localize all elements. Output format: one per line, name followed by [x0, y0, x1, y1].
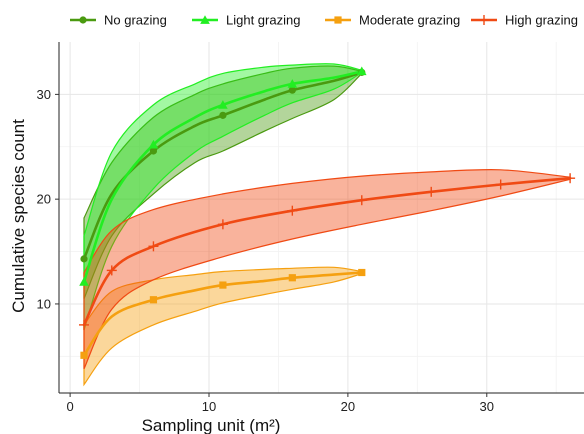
legend: No grazing Light grazing Moderate grazing H…: [70, 13, 578, 28]
x-axis-title: Sampling unit (m²): [142, 416, 281, 434]
legend-marker: [334, 16, 342, 24]
legend-label: Moderate grazing: [359, 13, 460, 28]
data-point: [148, 139, 159, 149]
data-point: [219, 281, 227, 289]
data-point: [565, 173, 576, 184]
data-point: [356, 195, 367, 206]
y-axis-title: Cumulative species count: [9, 119, 28, 313]
x-tick-label: 10: [202, 399, 216, 414]
data-point: [149, 147, 158, 155]
data-point: [79, 319, 89, 330]
y-tick-label: 30: [37, 87, 51, 102]
grid: [59, 42, 584, 393]
data-point: [358, 268, 366, 277]
data-point: [80, 351, 88, 359]
data-point: [426, 186, 437, 197]
y-tick-label: 20: [37, 192, 51, 207]
legend-label: High grazing: [505, 13, 578, 28]
x-tick-label: 30: [480, 399, 494, 414]
data-point: [148, 241, 159, 252]
data-point: [149, 296, 158, 304]
data-point: [288, 274, 296, 282]
legend-marker: [79, 16, 87, 24]
legend-marker: [200, 15, 210, 24]
data-point: [106, 265, 117, 276]
x-tick-label: 20: [341, 399, 355, 414]
data-point: [356, 66, 367, 76]
series-markers: [79, 66, 576, 359]
y-tick-label: 10: [37, 296, 51, 311]
x-tick-label: 0: [66, 399, 73, 414]
data-point: [80, 255, 88, 263]
legend-marker: [479, 15, 489, 25]
data-point: [217, 219, 228, 230]
axes: 0 10 20 30 10 20 30: [37, 42, 584, 414]
confidence-bands: [83, 63, 571, 387]
data-point: [288, 86, 296, 94]
data-point: [287, 79, 298, 88]
legend-label: No grazing: [104, 13, 167, 28]
data-point: [219, 111, 227, 119]
data-point: [495, 179, 506, 190]
legend-label: Light grazing: [226, 13, 300, 28]
data-point: [287, 205, 298, 216]
data-point: [79, 277, 89, 286]
data-point: [218, 100, 228, 109]
